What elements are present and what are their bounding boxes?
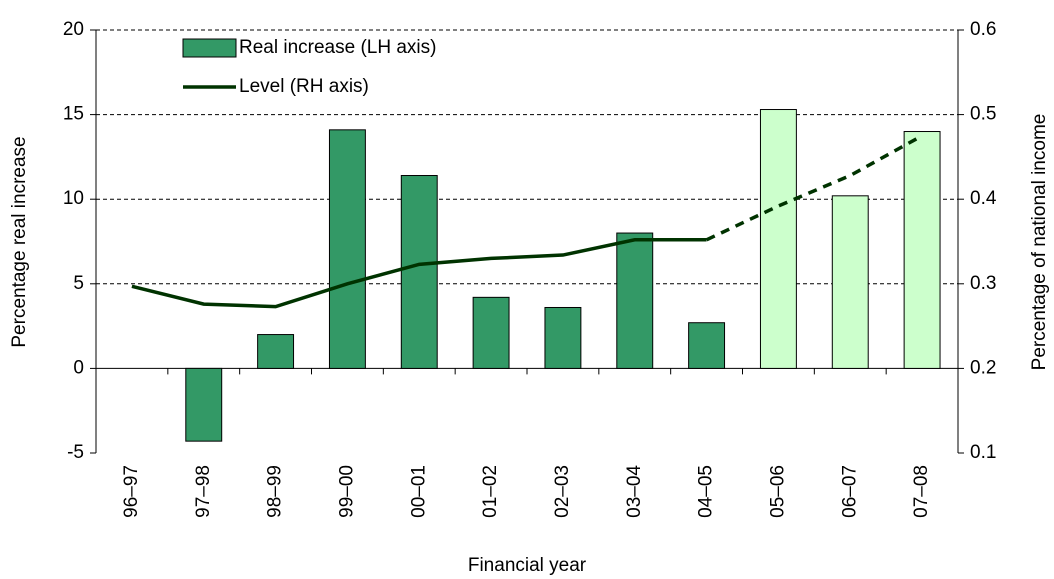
bar <box>472 296 510 369</box>
legend-label: Level (RH axis) <box>239 76 369 97</box>
bar <box>616 232 654 369</box>
y2-tick-label: 0.2 <box>970 357 996 378</box>
x-tick-label: 97–98 <box>193 465 214 518</box>
x-tick-label: 99–00 <box>336 465 357 518</box>
bar <box>185 367 223 442</box>
x-tick-label: 98–99 <box>265 465 286 518</box>
y-tick-label: 15 <box>63 104 84 125</box>
x-tick-label: 96–97 <box>121 465 142 518</box>
y-tick-label: 10 <box>63 188 84 209</box>
x-tick-label: 05–06 <box>767 465 788 518</box>
bar <box>903 131 941 369</box>
bar <box>544 306 582 369</box>
y2-tick-label: 0.1 <box>970 442 996 463</box>
line <box>131 238 707 309</box>
x-tick-label: 06–07 <box>839 465 860 518</box>
x-tick-label: 07–08 <box>911 465 932 518</box>
legend-label: Real increase (LH axis) <box>239 37 436 58</box>
bar <box>831 195 869 369</box>
x-tick-label: 00–01 <box>408 465 429 518</box>
bar <box>400 175 438 369</box>
y-tick-label: 0 <box>73 357 84 378</box>
x-tick-label: 02–03 <box>552 465 573 518</box>
y2-tick-label: 0.3 <box>970 273 996 294</box>
y-tick-label: 20 <box>63 19 84 40</box>
y2-tick-label: 0.5 <box>970 104 996 125</box>
x-tick-label: 04–05 <box>696 465 717 518</box>
bar <box>759 109 797 369</box>
bar <box>688 322 726 369</box>
y2-axis-label: Percentage of national income <box>1029 114 1050 371</box>
line <box>705 134 923 242</box>
x-axis-label: Financial year <box>468 555 587 576</box>
bar <box>257 334 295 369</box>
x-tick-label: 01–02 <box>480 465 501 518</box>
x-tick-label: 03–04 <box>624 465 645 518</box>
legend-swatch <box>182 38 237 58</box>
y-tick-label: 5 <box>73 273 84 294</box>
bar <box>328 129 366 369</box>
y2-tick-label: 0.6 <box>970 19 996 40</box>
y-axis-label: Percentage real increase <box>9 136 30 347</box>
y-tick-label: -5 <box>67 442 84 463</box>
y2-tick-label: 0.4 <box>970 188 997 209</box>
